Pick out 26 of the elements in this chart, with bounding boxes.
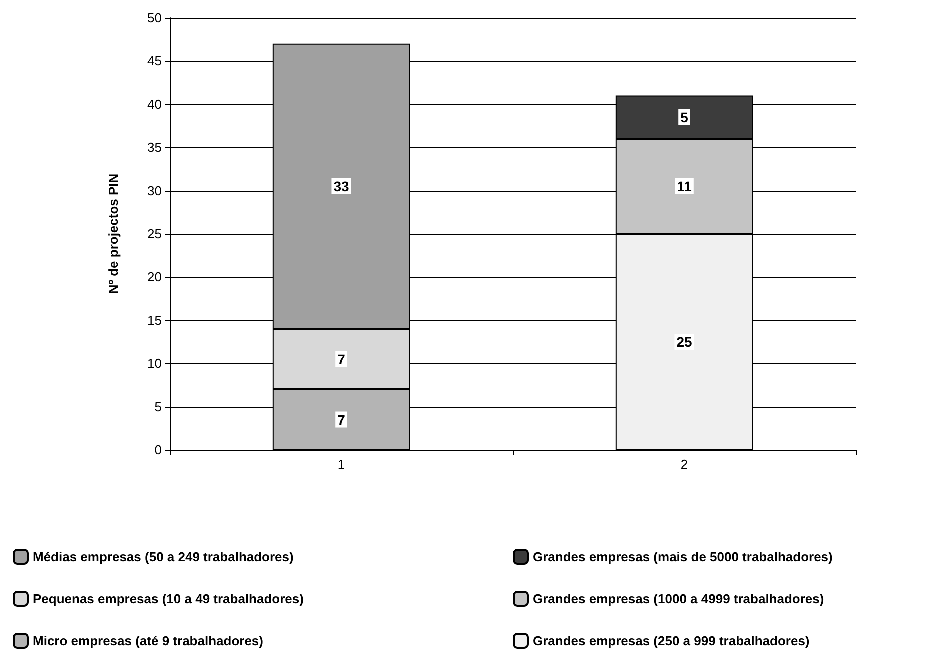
legend-label: Grandes empresas (250 a 999 trabalhadores) (533, 634, 810, 648)
x-tick-label: 1 (338, 457, 346, 472)
y-tick-label: 25 (148, 226, 162, 242)
y-tick-label: 0 (154, 442, 162, 458)
data-label: 7 (338, 351, 346, 368)
y-tick-label: 15 (148, 312, 162, 328)
legend-label: Grandes empresas (mais de 5000 trabalhadores) (533, 550, 833, 564)
data-label: 5 (680, 109, 689, 126)
y-axis-title: Nº de projectos PIN (106, 174, 121, 294)
legend-label: Pequenas empresas (10 a 49 trabalhadores) (33, 592, 304, 606)
y-tick-label: 20 (148, 270, 162, 285)
data-label: 7 (338, 412, 346, 428)
y-tick-label: 40 (148, 96, 162, 112)
data-label: 11 (677, 178, 692, 194)
y-tick-label: 5 (154, 399, 162, 414)
y-tick-label: 50 (148, 10, 162, 26)
data-label: 33 (334, 178, 350, 194)
legend-label: Grandes empresas (1000 a 4999 trabalhadores) (533, 592, 824, 606)
x-tick-label: 2 (680, 457, 688, 472)
y-tick-label: 45 (148, 54, 162, 69)
y-tick-label: 10 (148, 356, 162, 372)
y-tick-label: 30 (148, 183, 162, 198)
data-label: 25 (676, 334, 692, 350)
legend-label: Médias empresas (50 a 249 trabalhadores) (33, 550, 294, 564)
legend-label: Micro empresas (até 9 trabalhadores) (33, 634, 264, 648)
y-tick-label: 35 (148, 140, 162, 156)
